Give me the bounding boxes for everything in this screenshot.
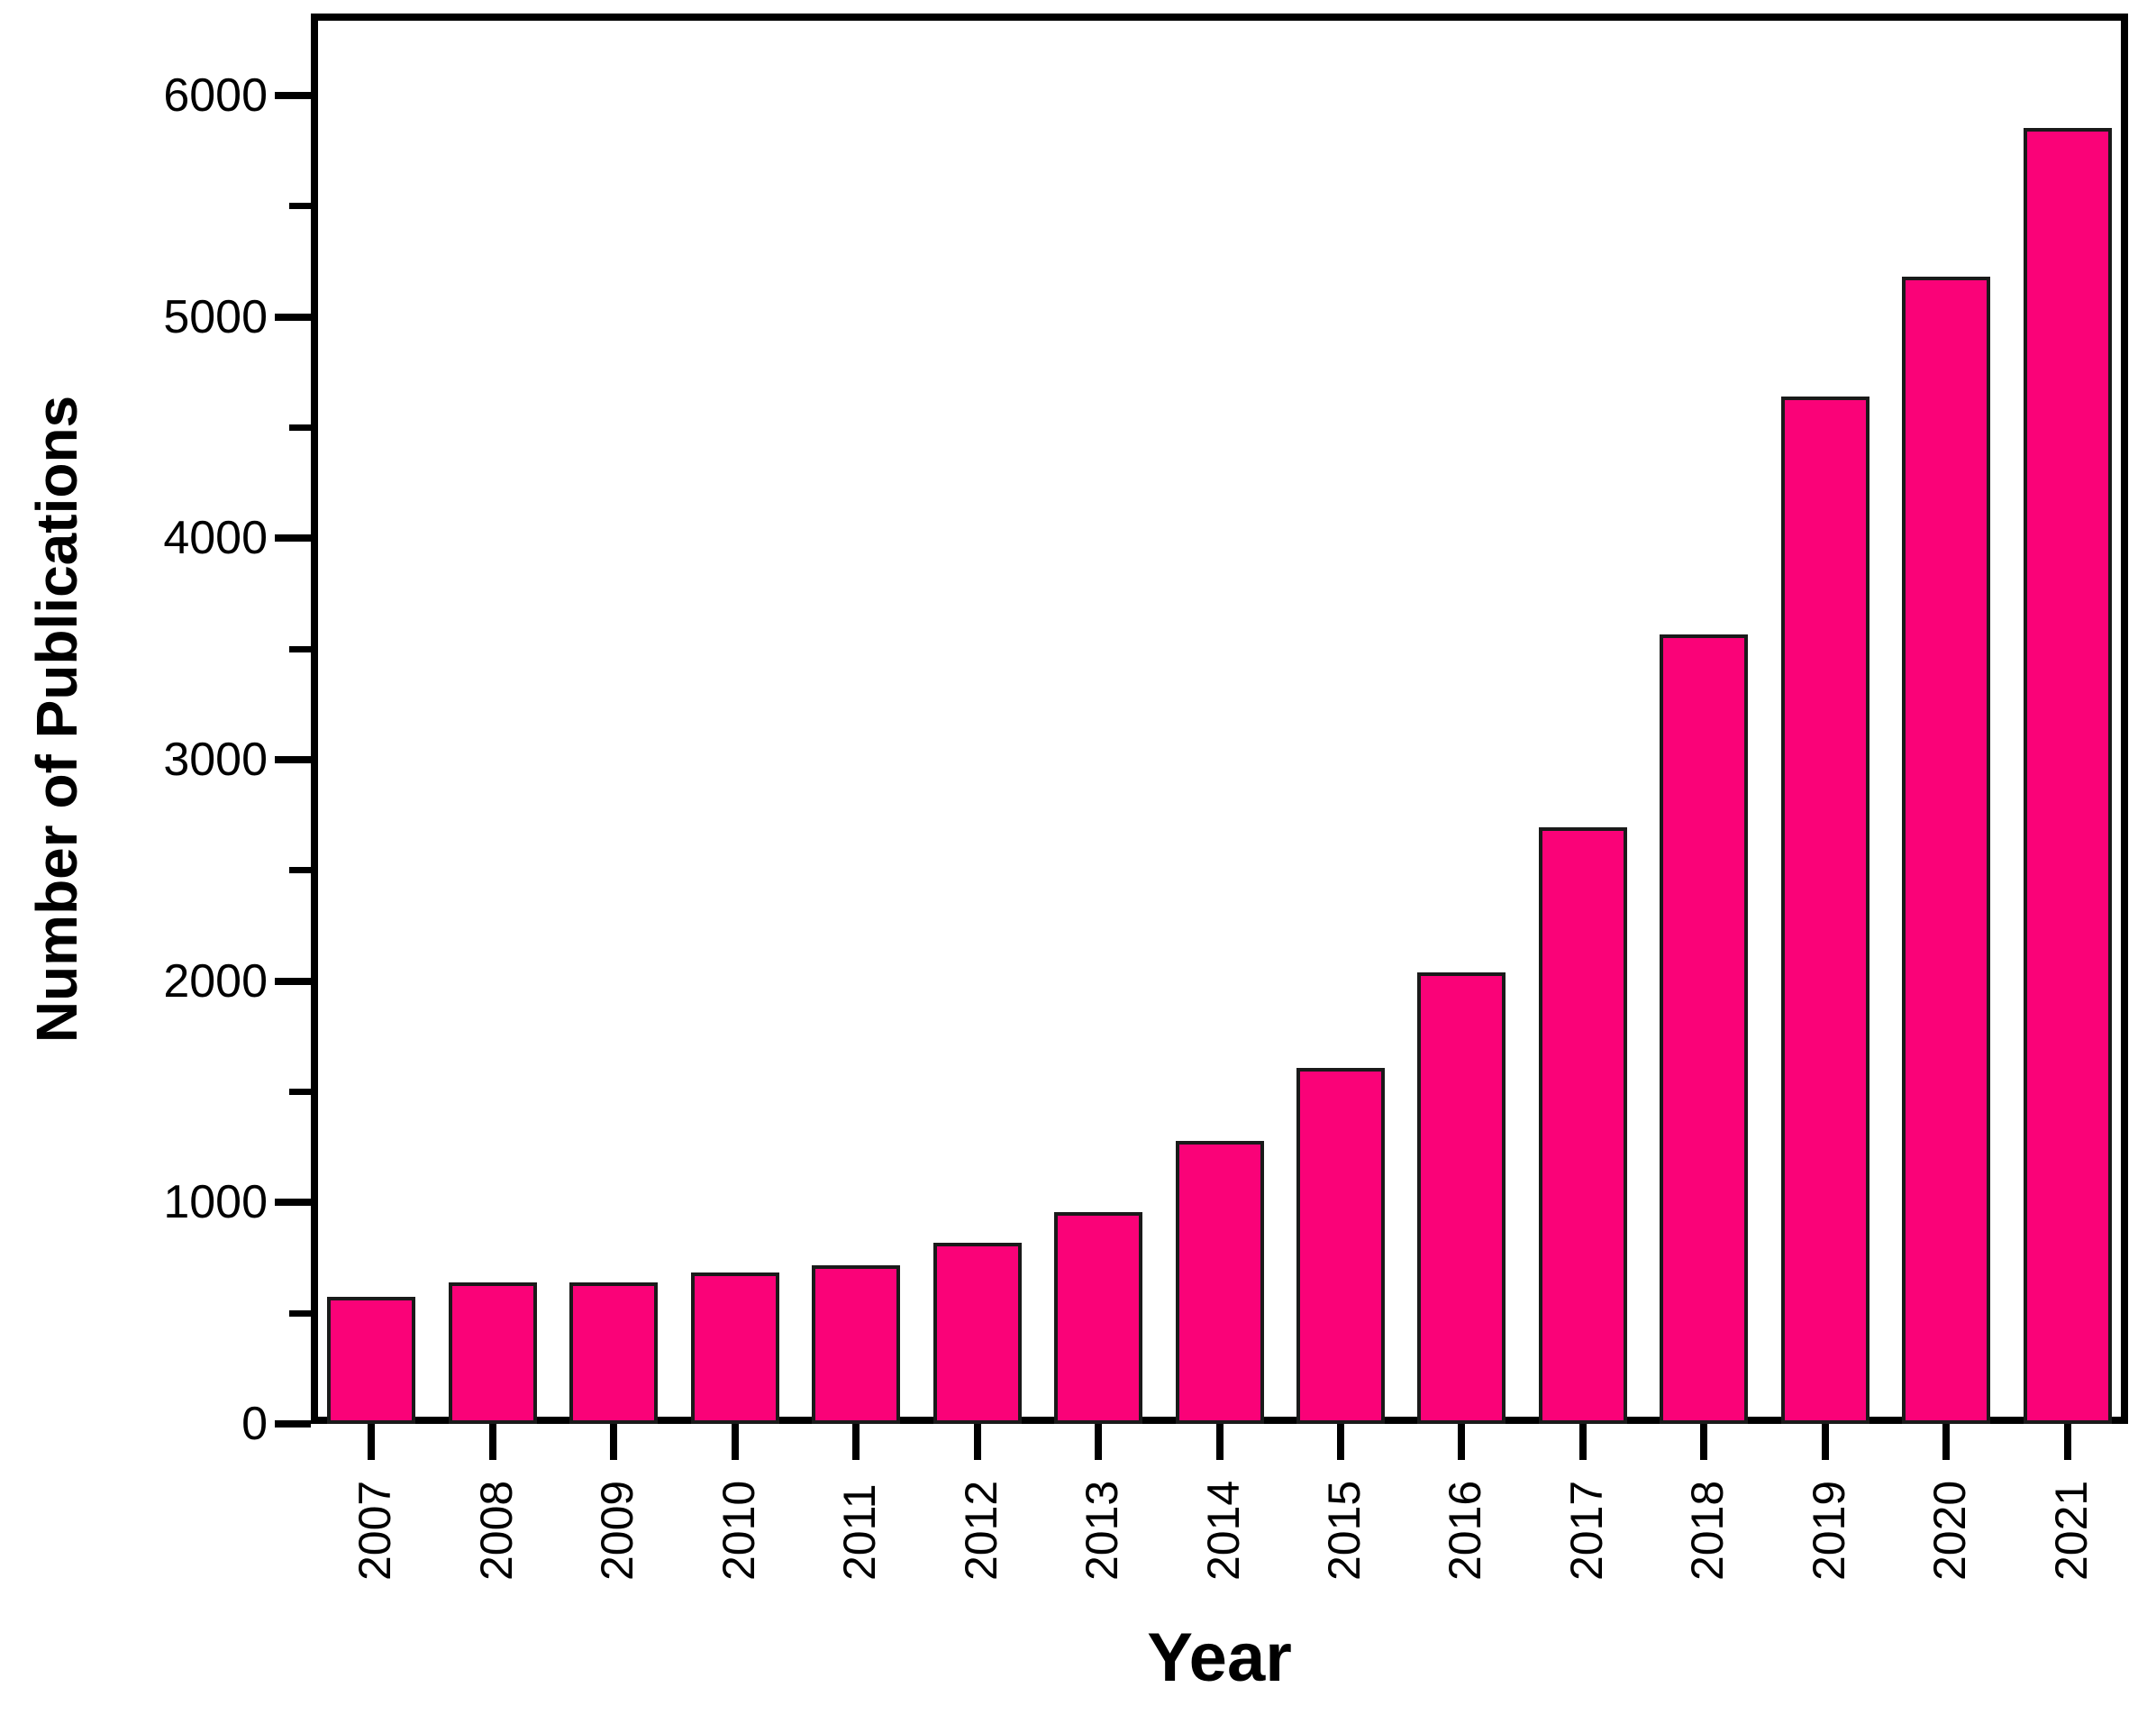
bar-2021 — [2023, 127, 2112, 1424]
bar-2013 — [1054, 1211, 1143, 1424]
x-tick-label: 2011 — [834, 1483, 886, 1581]
bar-2020 — [1902, 277, 1991, 1424]
x-tick — [1215, 1424, 1224, 1460]
y-major-tick — [275, 977, 311, 985]
x-tick-label: 2008 — [470, 1480, 522, 1581]
x-tick-label: 2009 — [592, 1480, 643, 1581]
y-tick-label: 5000 — [163, 290, 268, 343]
bar-2009 — [569, 1282, 659, 1424]
x-tick — [1700, 1424, 1708, 1460]
x-tick-label: 2010 — [713, 1480, 764, 1581]
x-tick-label: 2019 — [1803, 1480, 1854, 1581]
x-tick — [488, 1424, 496, 1460]
bar-2007 — [327, 1296, 416, 1424]
x-tick — [1578, 1424, 1587, 1460]
y-minor-tick — [289, 867, 311, 874]
y-major-tick — [275, 534, 311, 543]
x-axis-title: Year — [1147, 1619, 1292, 1696]
y-minor-tick — [289, 645, 311, 652]
bar-2016 — [1417, 971, 1506, 1424]
x-tick-label: 2014 — [1197, 1480, 1249, 1581]
y-tick-label: 6000 — [163, 68, 268, 122]
bar-2014 — [1175, 1140, 1264, 1424]
x-tick — [973, 1424, 981, 1460]
x-tick-label: 2013 — [1077, 1480, 1128, 1581]
x-tick-label: 2017 — [1560, 1480, 1612, 1581]
x-tick — [731, 1424, 739, 1460]
x-tick-label: 2018 — [1682, 1480, 1733, 1581]
y-tick-label: 4000 — [163, 512, 268, 565]
x-tick-label: 2007 — [350, 1480, 401, 1581]
y-major-tick — [275, 755, 311, 763]
y-tick-label: 0 — [241, 1398, 268, 1450]
y-minor-tick — [289, 203, 311, 210]
y-major-tick — [275, 1199, 311, 1207]
y-tick-label: 3000 — [163, 733, 268, 786]
x-tick — [368, 1424, 376, 1460]
bar-2019 — [1780, 397, 1869, 1424]
x-tick-label: 2015 — [1318, 1480, 1369, 1581]
bar-2012 — [932, 1243, 1022, 1424]
bar-2017 — [1538, 826, 1627, 1424]
bar-2011 — [812, 1264, 901, 1424]
bar-2008 — [448, 1282, 537, 1424]
x-tick — [2063, 1424, 2071, 1460]
x-tick-label: 2021 — [2045, 1480, 2097, 1581]
bar-2018 — [1660, 634, 1749, 1424]
y-axis-title: Number of Publications — [24, 395, 89, 1043]
bar-2010 — [690, 1272, 779, 1424]
y-tick-label: 2000 — [163, 954, 268, 1008]
y-major-tick — [275, 91, 311, 99]
x-tick — [1821, 1424, 1829, 1460]
x-tick-label: 2012 — [955, 1480, 1006, 1581]
y-major-tick — [275, 1420, 311, 1428]
x-tick-label: 2016 — [1440, 1480, 1491, 1581]
x-tick — [852, 1424, 860, 1460]
y-minor-tick — [289, 424, 311, 431]
y-minor-tick — [289, 1088, 311, 1095]
y-tick-label: 1000 — [163, 1176, 268, 1229]
x-tick — [1458, 1424, 1466, 1460]
y-minor-tick — [289, 1309, 311, 1317]
bar-2015 — [1296, 1067, 1385, 1424]
x-tick — [1095, 1424, 1103, 1460]
x-tick — [1942, 1424, 1951, 1460]
x-tick — [1336, 1424, 1344, 1460]
x-tick-label: 2020 — [1924, 1480, 1976, 1581]
x-tick — [610, 1424, 618, 1460]
y-major-tick — [275, 313, 311, 321]
